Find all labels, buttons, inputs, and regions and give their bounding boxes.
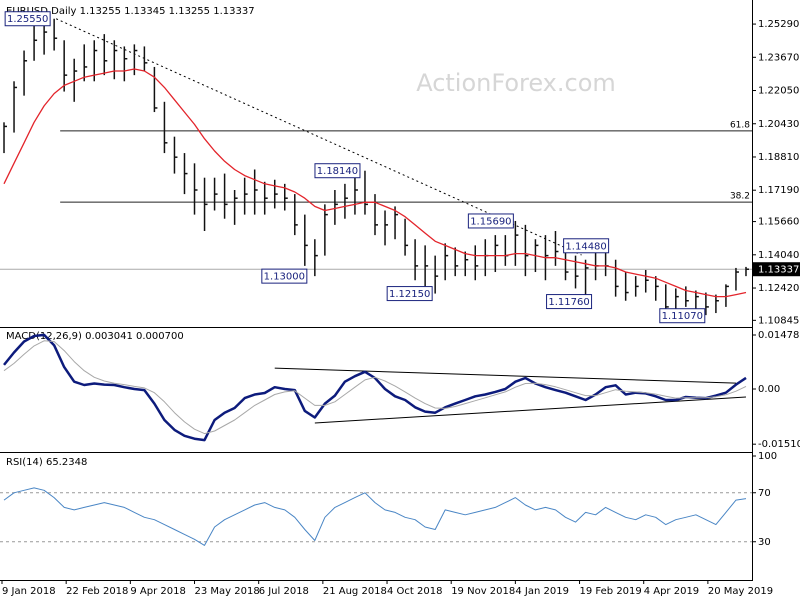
- y-tick-label: 1.15660: [758, 217, 799, 228]
- price-label: 1.18140: [317, 166, 358, 177]
- price-label: 1.15690: [470, 216, 511, 227]
- price-label-box: [4, 11, 51, 27]
- x-tick-label: 21 Aug 2018: [323, 586, 387, 597]
- trendline: [274, 367, 736, 384]
- indicator-line: [3, 487, 747, 546]
- price-label: 1.11760: [548, 297, 589, 308]
- y-tick-label: 1.10845: [758, 315, 799, 326]
- price-label-box: [314, 163, 361, 179]
- price-label: 1.11070: [662, 311, 703, 322]
- price-label-box: [261, 268, 308, 284]
- y-tick-label: 1.17190: [758, 185, 799, 196]
- x-tick-label: 4 Jan 2019: [515, 586, 569, 597]
- y-tick-label: 1.25290: [758, 19, 799, 30]
- x-tick-label: 20 May 2019: [708, 586, 773, 597]
- y-tick-label: 70: [758, 488, 771, 499]
- x-tick-label: 4 Apr 2019: [644, 586, 699, 597]
- y-tick-label: 0.00: [758, 384, 780, 395]
- x-tick-label: 9 Apr 2018: [130, 586, 185, 597]
- indicator-line: [3, 340, 747, 435]
- y-tick-label: -0.015107: [758, 439, 800, 450]
- x-tick-label: 9 Jan 2018: [2, 586, 56, 597]
- rsi-header: RSI(14) 65.2348: [6, 457, 87, 468]
- y-tick-label: 0.014786: [758, 330, 800, 341]
- x-tick-label: 22 Feb 2018: [66, 586, 128, 597]
- price-label-box: [467, 213, 514, 229]
- x-tick-label: 19 Feb 2019: [580, 586, 642, 597]
- fib-label: 61.8: [730, 120, 750, 130]
- y-tick-label: 100: [758, 451, 777, 462]
- y-tick-label: 1.14040: [758, 250, 799, 261]
- price-label: 1.25550: [7, 14, 48, 25]
- y-tick-label: 1.22050: [758, 86, 799, 97]
- y-tick-label: 1.18810: [758, 152, 799, 163]
- x-tick-label: 19 Nov 2018: [451, 586, 515, 597]
- x-tick-label: 6 Jul 2018: [259, 586, 309, 597]
- macd-header: MACD(12,26,9) 0.003041 0.000700: [6, 331, 184, 342]
- price-label: 1.12150: [389, 289, 430, 300]
- y-tick-label: 1.23670: [758, 52, 799, 63]
- price-label-box: [546, 294, 593, 310]
- last-price-label: 1.13337: [758, 265, 799, 276]
- y-tick-label: 1.20430: [758, 119, 799, 130]
- x-tick-label: 4 Oct 2018: [387, 586, 442, 597]
- last-price-tag: [753, 262, 800, 277]
- y-tick-label: 30: [758, 537, 771, 548]
- trendline: [314, 396, 747, 424]
- price-label: 1.14480: [565, 241, 606, 252]
- price-label-box: [563, 238, 610, 254]
- x-tick-label: 23 May 2018: [195, 586, 260, 597]
- price-label-box: [659, 308, 706, 324]
- price-header: EURUSD,Daily 1.13255 1.13345 1.13255 1.1…: [6, 6, 255, 17]
- price-label: 1.13000: [264, 272, 305, 283]
- moving-average: [3, 68, 747, 298]
- watermark: ActionForex.com: [416, 69, 616, 97]
- indicator-line: [3, 333, 747, 442]
- y-tick-label: 1.12420: [758, 283, 799, 294]
- price-label-box: [386, 286, 433, 302]
- fib-label: 38.2: [730, 192, 750, 202]
